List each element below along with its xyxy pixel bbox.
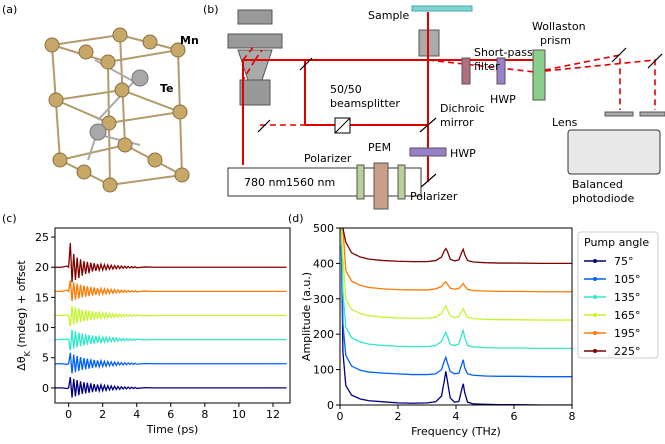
series-line (340, 228, 572, 350)
series-line (340, 228, 572, 378)
setup-label: 1560 nm (286, 176, 335, 189)
setup-label: Polarizer (410, 190, 458, 203)
atom-label: Te (160, 82, 174, 95)
x-tick-label: 8 (201, 408, 208, 421)
setup-label: Lens (552, 116, 578, 129)
series-line (55, 352, 287, 374)
panel-label: (c) (2, 212, 17, 225)
series-line (55, 280, 287, 302)
legend-label: 75° (614, 255, 634, 268)
setup-label: PEM (368, 141, 391, 154)
legend-marker (593, 277, 597, 281)
panel-label: (a) (2, 3, 17, 16)
legend-marker (593, 259, 597, 263)
setup-label: Dichroic (440, 102, 485, 115)
x-tick-label: 0 (65, 408, 72, 421)
setup (227, 5, 665, 210)
y-tick-label: 200 (313, 328, 334, 341)
y-tick-label: 10 (35, 322, 49, 335)
x-tick-label: 2 (395, 410, 402, 423)
legend-marker (593, 349, 597, 353)
legend-title: Pump angle (584, 236, 649, 249)
y-axis-label: ΔθK (mdeg) + offset (15, 260, 32, 371)
setup-label: Balanced (572, 178, 623, 191)
y-tick-label: 25 (35, 231, 49, 244)
plot-frame (54, 227, 291, 404)
legend-marker (593, 313, 597, 317)
setup-label: photodiode (572, 192, 634, 205)
legend-label: 105° (614, 273, 641, 286)
x-axis-label: Time (ps) (146, 423, 199, 436)
series-line (340, 228, 572, 321)
legend-label: 135° (614, 291, 641, 304)
legend-marker (593, 331, 597, 335)
y-tick-label: 400 (313, 257, 334, 270)
atom-label: Mn (180, 34, 199, 47)
setup-label: HWP (450, 147, 476, 160)
setup-label: HWP (490, 93, 516, 106)
setup-label: beamsplitter (330, 97, 400, 110)
x-tick-label: 6 (167, 408, 174, 421)
x-tick-label: 0 (337, 410, 344, 423)
legend-box (577, 231, 659, 359)
series-line (55, 329, 287, 351)
legend-label: 165° (614, 309, 641, 322)
x-tick-label: 8 (569, 410, 576, 423)
plot-frame (339, 227, 573, 406)
y-axis-label-part: (mdeg) + offset (15, 260, 28, 352)
panel-label: (b) (203, 3, 219, 16)
legend-label: 225° (614, 345, 641, 358)
setup-label: Wollaston (532, 20, 586, 33)
y-tick-label: 15 (35, 291, 49, 304)
series-line (340, 245, 572, 405)
setup-label: Sample (368, 9, 409, 22)
y-tick-label: 0 (42, 382, 49, 395)
series-line (55, 376, 287, 398)
y-axis-label-part: Δθ (15, 356, 28, 371)
setup-label: 50/50 (330, 83, 362, 96)
x-tick-label: 2 (99, 408, 106, 421)
legend-label: 195° (614, 327, 641, 340)
x-tick-label: 4 (133, 408, 140, 421)
setup-label: Short-pass (474, 46, 533, 59)
series-line (341, 228, 572, 293)
y-tick-label: 500 (313, 222, 334, 235)
setup-label: prism (540, 34, 571, 47)
setup-label: mirror (440, 116, 474, 129)
y-tick-label: 20 (35, 261, 49, 274)
y-axis-label: Amplitude (a.u.) (300, 272, 313, 361)
y-tick-label: 300 (313, 293, 334, 306)
x-axis-label: Frequency (THz) (411, 425, 501, 438)
y-tick-label: 5 (42, 352, 49, 365)
x-tick-label: 12 (266, 408, 280, 421)
setup-label: filter (474, 60, 500, 73)
series-line (341, 228, 572, 265)
crystal (44, 27, 190, 193)
setup-label: 780 nm (244, 176, 286, 189)
x-tick-label: 6 (511, 410, 518, 423)
setup-label: Polarizer (304, 152, 352, 165)
x-tick-label: 10 (232, 408, 246, 421)
panel-label: (d) (288, 212, 304, 225)
y-tick-label: 100 (313, 364, 334, 377)
legend-marker (593, 295, 597, 299)
x-tick-label: 4 (453, 410, 460, 423)
series-line (55, 305, 287, 327)
y-tick-label: 0 (327, 399, 334, 412)
y-axis-label-part: K (23, 350, 32, 356)
series-line (55, 243, 287, 283)
